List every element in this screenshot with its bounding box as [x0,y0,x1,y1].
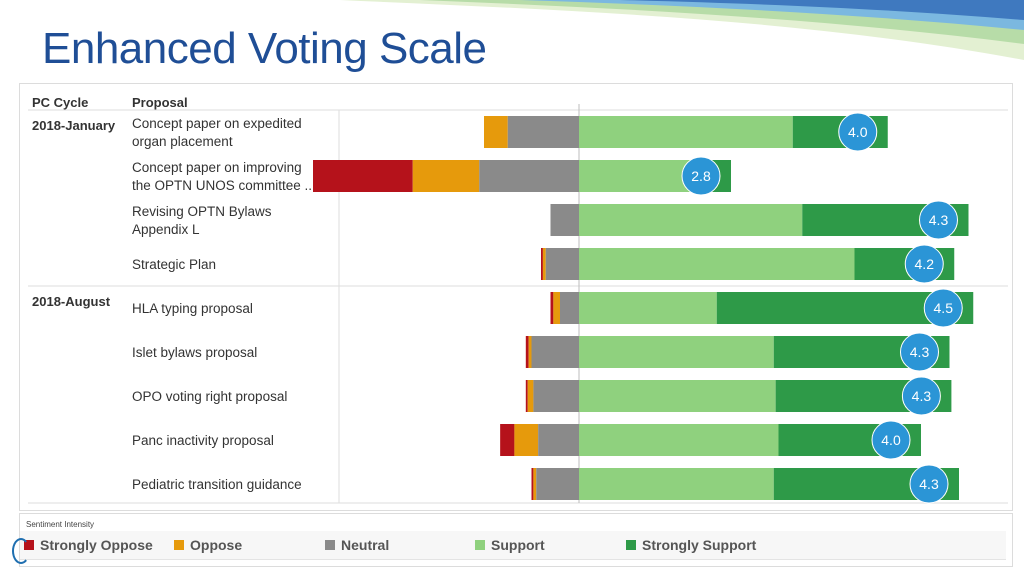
bar-segment-support [579,424,779,456]
legend-swatch [475,540,485,550]
legend-swatch [174,540,184,550]
score-bubble [919,200,958,240]
legend-item-strongly-support[interactable]: Strongly Support [626,531,756,559]
score-bubble [871,420,911,460]
proposal-label: Revising OPTN Bylaws [132,204,272,219]
legend-item-support[interactable]: Support [475,531,545,559]
bar-segment-support [579,204,803,236]
legend-title: Sentiment Intensity [26,520,95,529]
legend-item-strongly-oppose[interactable]: Strongly Oppose [24,531,153,559]
bar-segment-neutral [550,204,579,236]
bar-segment-strongly-oppose [541,248,543,280]
legend-label: Oppose [190,537,243,553]
score-label: 4.0 [881,432,901,448]
bar-segment-neutral [533,380,579,412]
legend-label: Support [491,537,545,553]
bar-segment-support [579,116,793,148]
score-bubble [909,464,949,504]
bar-segment-neutral [536,468,579,500]
group-label: 2018-August [32,294,111,309]
proposal-label: OPO voting right proposal [132,389,287,404]
bar-segment-strongly-oppose [500,424,515,456]
score-label: 4.3 [929,212,949,228]
legend-swatch [325,540,335,550]
proposal-label: Islet bylaws proposal [132,345,257,360]
group-label: 2018-January [32,118,116,133]
legend-label: Strongly Oppose [40,537,153,553]
bar-segment-oppose [528,336,532,368]
bar-segment-oppose [412,160,480,192]
proposal-label: Strategic Plan [132,257,216,272]
header-pc-cycle: PC Cycle [32,95,88,110]
score-bubble [904,244,944,284]
score-label: 2.8 [691,168,711,184]
score-label: 4.5 [934,300,954,316]
score-bubble [901,376,941,416]
score-label: 4.2 [915,256,935,272]
bar-segment-strongly-oppose [550,292,554,324]
bar-segment-neutral [560,292,579,324]
score-bubble [681,156,721,196]
bar-segment-oppose [533,468,537,500]
legend-item-neutral[interactable]: Neutral [325,531,389,559]
bar-segment-neutral [507,116,579,148]
bar-segment-support [579,248,855,280]
legend-items: Strongly Oppose Oppose Neutral Support S… [20,531,1006,560]
bar-segment-support [579,468,774,500]
bar-segment-strongly-oppose [313,160,413,192]
proposal-label: Concept paper on expedited [132,116,302,131]
bar-segment-oppose [484,116,508,148]
proposal-label: organ placement [132,134,233,149]
proposal-label: Panc inactivity proposal [132,433,274,448]
bar-segment-oppose [527,380,534,412]
legend-item-oppose[interactable]: Oppose [174,531,242,559]
score-label: 4.3 [912,388,932,404]
diverging-bar-chart: PC Cycle Proposal 2018-January Concept pape… [28,95,1008,504]
bar-segment-support [579,292,717,324]
bar-segment-support [579,336,774,368]
bar-segment-strongly-oppose [525,380,528,412]
proposal-label: HLA typing proposal [132,301,253,316]
proposal-label: Pediatric transition guidance [132,477,302,492]
proposal-label: the OPTN UNOS committee .. [132,178,312,193]
chart-panel: PC Cycle Proposal 2018-January Concept pape… [19,83,1013,511]
proposal-label: Concept paper on improving [132,160,302,175]
score-label: 4.0 [848,124,868,140]
bar-segment-oppose [542,248,546,280]
bar-segment-neutral [479,160,579,192]
legend-label: Strongly Support [642,537,757,553]
header-proposal: Proposal [132,95,188,110]
bar-segment-strongly-oppose [525,336,529,368]
corner-logo-fragment [12,538,30,564]
header-swoosh [340,0,1024,60]
proposal-label: Appendix L [132,222,200,237]
score-bubble [923,288,963,328]
bar-segment-neutral [531,336,579,368]
bar-segment-neutral [545,248,579,280]
bar-segment-oppose [514,424,539,456]
legend-label: Neutral [341,537,390,553]
slide-title: Enhanced Voting Scale [42,24,487,73]
bar-segment-neutral [538,424,579,456]
score-label: 4.3 [919,476,939,492]
bar-segment-oppose [553,292,560,324]
legend: Sentiment Intensity Strongly Oppose Oppo… [19,513,1013,567]
legend-swatch [626,540,636,550]
score-label: 4.3 [910,344,930,360]
bar-segment-strongly-oppose [531,468,534,500]
score-bubble [838,112,878,152]
score-bubble [900,332,939,372]
bar-segment-support [579,380,776,412]
